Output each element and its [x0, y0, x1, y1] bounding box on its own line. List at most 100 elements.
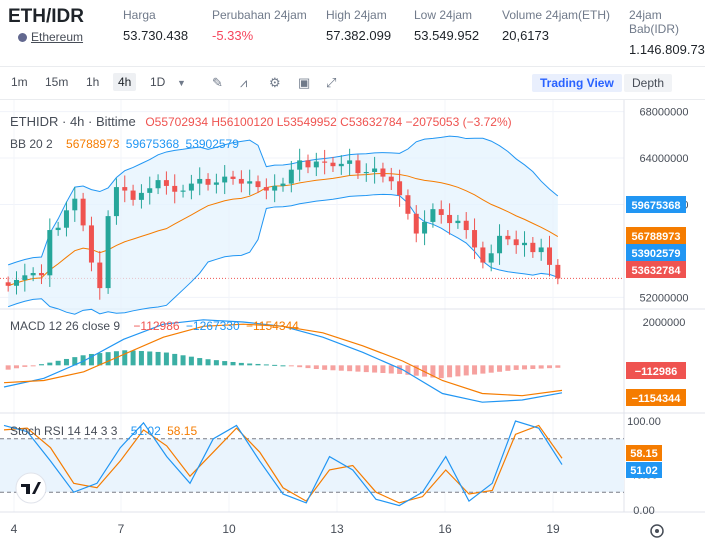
candle-body	[322, 161, 328, 163]
candle-body	[130, 190, 136, 200]
fullscreen-icon[interactable]: ⤢	[326, 75, 337, 90]
save-icon[interactable]: ▣	[298, 75, 311, 90]
stoch-label: Stoch RSI 14 14 3 3	[10, 424, 118, 438]
chart-canvas[interactable]: 6800000064000000600000005200000059675368…	[0, 100, 705, 546]
candle-body	[205, 178, 211, 185]
ticker-header: ETH/IDR Ethereum Harga 53.730.438 Perubah…	[0, 0, 705, 62]
candle-body	[497, 235, 503, 254]
stat-label: 24jam Bab(IDR)	[629, 8, 680, 36]
stat-change: Perubahan 24jam -5.33%	[212, 8, 307, 43]
macd-signal-value: −1154344	[246, 319, 299, 333]
interval-15m[interactable]: 15m	[45, 75, 69, 89]
macd-histogram-bar	[330, 365, 336, 371]
interval-1d[interactable]: 1D	[150, 75, 166, 89]
coin-link[interactable]: Ethereum	[18, 30, 83, 44]
bb-fill	[8, 136, 558, 315]
pair-title: ETH/IDR	[8, 6, 84, 27]
settings-icon[interactable]	[650, 524, 664, 538]
legend-symbol-text: ETHIDR · 4h · Bittime	[10, 114, 136, 129]
candle-body	[330, 162, 336, 167]
macd-histogram-bar	[480, 365, 486, 374]
macd-histogram-bar	[180, 355, 186, 366]
candle-body	[197, 178, 203, 184]
bb-lower-line	[7, 193, 558, 315]
legend-symbol: ETHIDR · 4h · Bittime O55702934 H5610012…	[10, 114, 512, 129]
candle-body	[113, 187, 119, 217]
stat-label: Harga	[123, 8, 156, 22]
candle-body	[247, 181, 253, 184]
macd-histogram-bar	[463, 365, 469, 376]
time-tick-label: 4	[11, 522, 18, 536]
stat-value: 53.730.438	[123, 28, 189, 43]
candle-body	[297, 160, 303, 170]
candle-body	[430, 209, 436, 222]
candle-body	[347, 160, 353, 164]
pencil-icon[interactable]: ✎	[212, 75, 223, 90]
macd-label-box	[626, 389, 686, 406]
macd-histogram-bar	[555, 365, 561, 368]
candle-body	[447, 214, 453, 224]
macd-histogram-bar	[30, 365, 36, 367]
chart-toolbar: 1m 15m 1h 4h 1D ▼ ✎ ⩘ ⚙ ▣ ⤢ Trading View…	[0, 66, 705, 100]
time-tick-label: 7	[118, 522, 125, 536]
macd-histogram-bar	[538, 365, 544, 369]
stat-value: -5.33%	[212, 28, 254, 43]
macd-histogram-bar	[530, 365, 536, 369]
chevron-down-icon[interactable]: ▼	[177, 78, 186, 88]
bb-lower-value: 53902579	[185, 137, 239, 151]
interval-1h[interactable]: 1h	[86, 75, 100, 89]
stat-label: Low 24jam	[414, 8, 473, 22]
macd-hist-value: −112986	[133, 319, 180, 333]
candle-body	[97, 262, 103, 289]
ethereum-icon	[18, 33, 27, 42]
stoch-label-box	[626, 462, 662, 478]
trading-view-button[interactable]: Trading View	[532, 74, 622, 92]
stat-value: 53.549.952	[414, 28, 480, 43]
macd-histogram-bar	[13, 365, 19, 369]
interval-1m[interactable]: 1m	[11, 75, 28, 89]
candle-body	[72, 198, 78, 211]
macd-histogram-bar	[513, 365, 519, 370]
candle-body	[363, 171, 369, 174]
depth-button[interactable]: Depth	[624, 74, 673, 92]
candle-body	[438, 209, 444, 215]
macd-histogram-bar	[547, 365, 553, 369]
macd-histogram-bar	[388, 365, 394, 374]
gear-icon[interactable]: ⚙	[269, 75, 281, 90]
interval-4h[interactable]: 4h	[113, 73, 137, 91]
macd-histogram-bar	[405, 365, 411, 375]
time-tick-label: 10	[222, 522, 236, 536]
macd-histogram-bar	[322, 365, 328, 370]
stat-value: 20,6173	[502, 28, 549, 43]
candle-body	[413, 213, 419, 234]
candle-body	[455, 220, 461, 224]
macd-histogram-bar	[505, 365, 511, 371]
macd-histogram-bar	[413, 365, 419, 376]
candle-body	[105, 216, 111, 289]
macd-histogram-bar	[272, 364, 278, 366]
bb-upper-line	[7, 135, 559, 266]
macd-histogram-bar	[97, 353, 103, 366]
legend-stoch: Stoch RSI 14 14 3 3 51.02 58.15	[10, 424, 197, 438]
candle-body	[547, 247, 553, 265]
candle-body	[213, 182, 219, 185]
candle-body	[480, 247, 486, 263]
indicator-icon[interactable]: ⩘	[240, 75, 248, 90]
macd-histogram-bar	[255, 363, 261, 366]
stat-label: High 24jam	[326, 8, 387, 22]
candle-body	[88, 225, 94, 263]
candle-body	[272, 185, 278, 191]
macd-histogram-bar	[197, 358, 203, 366]
macd-histogram-bar	[363, 365, 369, 373]
stoch-rsi-pane	[0, 420, 624, 507]
macd-histogram-bar	[155, 351, 161, 366]
macd-histogram-bar	[455, 365, 461, 377]
candle-body	[163, 180, 169, 186]
stoch-tick-label: 0.00	[633, 505, 654, 517]
macd-histogram-bar	[130, 350, 136, 366]
macd-histogram-bar	[47, 362, 53, 366]
candle-body	[172, 185, 178, 192]
stoch-k-value: 51.02	[130, 424, 161, 438]
candle-body	[22, 275, 28, 280]
candle-body	[63, 210, 69, 228]
